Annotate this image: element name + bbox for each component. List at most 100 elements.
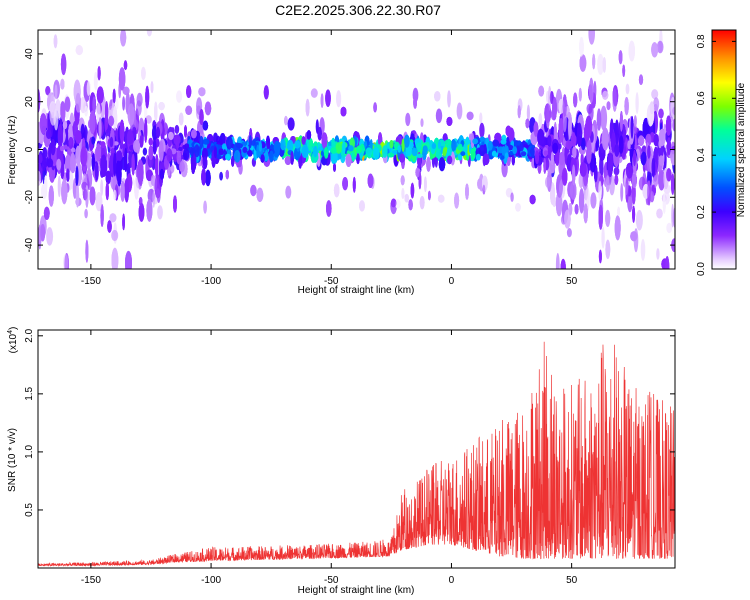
spectrogram-blob: [345, 153, 352, 167]
spectrogram-blob: [622, 64, 626, 78]
spectrogram-blob: [330, 150, 338, 165]
spectrogram-blob: [405, 112, 411, 127]
spectrogram-blob: [665, 256, 670, 269]
spectrogram-blob: [579, 54, 587, 72]
spectrogram-blob: [367, 173, 374, 188]
spectrogram-blob: [91, 136, 96, 145]
spectrogram-blob: [570, 132, 577, 148]
spectrogram-blob: [287, 117, 295, 131]
spectrogram-blob: [61, 179, 68, 205]
spectrogram-blob: [482, 184, 486, 195]
spectrogram-blob: [635, 92, 639, 114]
spectrogram-blob: [556, 174, 563, 198]
spectrogram-blob: [583, 203, 588, 224]
spectrogram-blob: [487, 140, 493, 151]
spectrogram-blob: [84, 105, 88, 117]
spectrogram-blob: [538, 85, 545, 97]
spectrogram-blob: [351, 151, 355, 162]
spectrogram-blob: [284, 115, 288, 126]
spectrogram-blob: [146, 30, 152, 37]
spectrogram-blob: [40, 224, 46, 242]
spectrogram-blob: [627, 140, 631, 150]
spectrogram-blob: [204, 101, 212, 116]
spectrogram-blob: [414, 138, 422, 145]
spectrogram-blob: [465, 183, 469, 200]
spectrogram-blob: [511, 154, 515, 166]
spectrogram-blob: [578, 188, 585, 214]
spectrogram-blob: [492, 139, 500, 147]
spectrogram-blob: [317, 126, 323, 141]
spectrogram-blob: [579, 162, 587, 177]
spectrogram-blob: [651, 42, 658, 58]
spectrogram-blob: [305, 98, 310, 117]
spectrogram-blob: [95, 192, 103, 212]
spectrogram-blob: [112, 88, 116, 104]
spectrogram-blob: [307, 145, 313, 151]
spectrogram-blob: [500, 139, 507, 145]
spectrogram-blob: [569, 181, 577, 200]
spectrogram-blob: [434, 91, 441, 102]
spectrogram-blob: [62, 121, 68, 129]
spectrogram-blob: [428, 190, 431, 201]
spectrogram-blob: [64, 96, 71, 112]
spectrogram-blob: [250, 184, 257, 197]
spectrogram-blob: [75, 184, 80, 208]
spectrogram-blob: [174, 124, 180, 134]
spectrogram-blob: [517, 105, 521, 119]
spectrogram-blob: [597, 53, 604, 75]
spectrogram-blob: [500, 155, 505, 160]
spectrogram-blob: [605, 175, 610, 193]
spectrogram-blob: [590, 192, 597, 209]
spectrogram-blob: [401, 188, 405, 199]
spectrogram-blob: [588, 30, 595, 45]
spectrogram-blob: [112, 106, 118, 131]
spectrogram-blob: [38, 88, 41, 113]
spectrogram-blob: [400, 175, 405, 186]
spectrogram-blob: [155, 126, 161, 138]
spectrogram-blob: [326, 200, 332, 217]
spectrogram-blob: [390, 198, 397, 208]
spectrogram-blob: [136, 92, 143, 107]
spectrogram-blob: [100, 141, 106, 149]
spectrogram-blob: [613, 167, 620, 176]
spectrogram-blob: [145, 85, 150, 109]
spectrogram-blob: [454, 192, 460, 209]
spectrogram-blob: [85, 239, 89, 263]
spectrogram-blob: [526, 104, 531, 122]
spectrogram-blob: [605, 239, 611, 259]
spectrogram-blob: [333, 163, 336, 172]
spectrogram-blob: [225, 169, 229, 180]
spectrogram-blob: [109, 213, 117, 223]
spectrogram-blob: [80, 123, 85, 142]
spectrogram-blob: [266, 135, 270, 150]
spectrogram-blob: [115, 150, 123, 162]
spectrogram-blob: [447, 90, 451, 108]
spectrogram-blob: [155, 154, 159, 179]
spectrogram-blob: [442, 147, 447, 157]
spectrogram-blob: [75, 165, 79, 186]
spectrogram-blob: [510, 192, 514, 202]
spectrogram-blob: [614, 119, 619, 146]
spectrogram-blob: [552, 96, 557, 121]
spectrogram-blob: [446, 116, 453, 126]
spectrogram-blob: [614, 215, 621, 241]
spectrogram-blob: [70, 152, 76, 174]
spectrogram-blob: [589, 77, 594, 104]
spectrogram-blob: [168, 131, 174, 141]
spectrogram-blob: [107, 220, 112, 233]
spectrogram-blob: [558, 152, 565, 166]
spectrogram-blob: [38, 170, 41, 186]
spectrogram-blob: [479, 122, 485, 138]
spectrogram-blob: [48, 185, 54, 207]
spectrogram-blob: [247, 150, 253, 157]
spectrogram-blob: [145, 115, 152, 124]
spectrogram-blob: [447, 144, 453, 149]
spectrogram-blob: [325, 89, 331, 107]
spectrogram-blob: [606, 101, 611, 111]
spectrogram-blob: [386, 143, 390, 148]
spectrogram-blob: [538, 113, 543, 128]
spectrogram-blob: [38, 153, 43, 164]
spectrogram-blob: [336, 90, 342, 108]
spectrogram-blob: [213, 132, 218, 144]
spectrogram-blob: [125, 250, 132, 269]
